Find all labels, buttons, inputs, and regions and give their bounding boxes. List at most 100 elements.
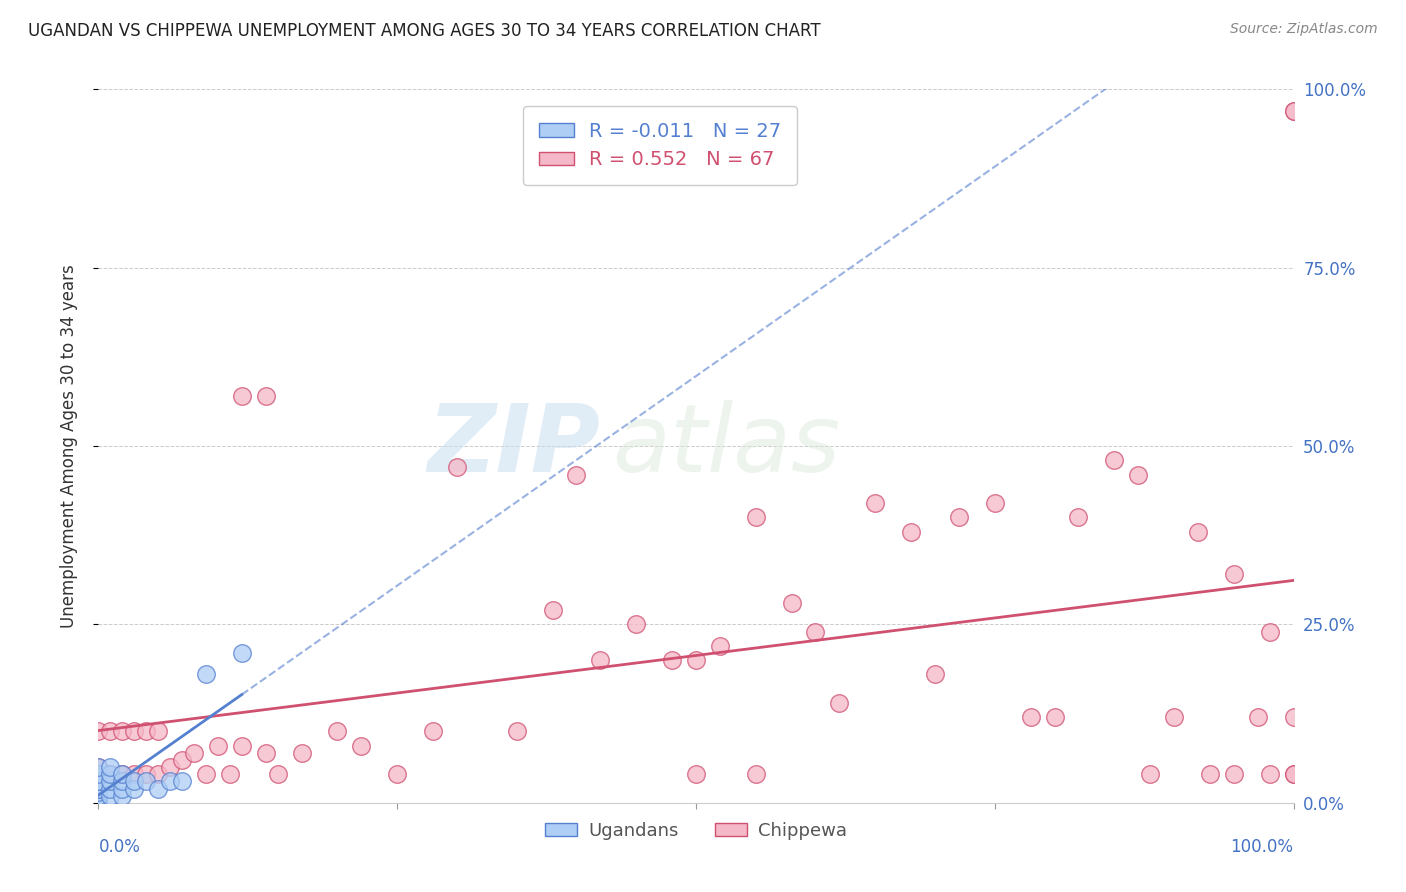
Point (1282, 103, 1305, 118)
Point (195, 767, 218, 781)
Point (172, 753, 194, 767)
Point (98, 767, 122, 781)
Point (111, 781, 134, 796)
Point (87, 760, 110, 774)
Text: 0.0%: 0.0% (98, 838, 141, 856)
Point (1043, 710, 1066, 724)
Point (1104, 453, 1126, 467)
Point (254, 389, 277, 403)
Point (1139, 767, 1161, 781)
Point (148, 781, 170, 796)
Point (172, 774, 194, 789)
Point (1282, 103, 1305, 118)
Point (1199, 767, 1222, 781)
Point (422, 724, 444, 739)
Text: 100.0%: 100.0% (1230, 838, 1294, 856)
Point (87, 760, 110, 774)
Point (111, 724, 134, 739)
Point (948, 510, 970, 524)
Point (1247, 710, 1270, 724)
Text: UGANDAN VS CHIPPEWA UNEMPLOYMENT AMONG AGES 30 TO 34 YEARS CORRELATION CHART: UGANDAN VS CHIPPEWA UNEMPLOYMENT AMONG A… (28, 22, 821, 40)
Point (1258, 767, 1281, 781)
Point (98, 781, 122, 796)
Point (111, 767, 134, 781)
Point (87, 789, 110, 803)
Point (1258, 624, 1281, 639)
Point (183, 746, 205, 760)
Point (124, 774, 146, 789)
Text: Source: ZipAtlas.com: Source: ZipAtlas.com (1230, 22, 1378, 37)
Point (865, 496, 887, 510)
Point (98, 767, 122, 781)
Point (219, 767, 242, 781)
Point (195, 667, 218, 681)
Point (231, 646, 253, 660)
Point (1128, 467, 1150, 482)
Point (87, 781, 110, 796)
Point (124, 781, 146, 796)
Point (350, 739, 373, 753)
Point (541, 603, 564, 617)
Point (135, 724, 157, 739)
Point (231, 739, 253, 753)
Point (828, 696, 851, 710)
Point (1282, 710, 1305, 724)
Point (87, 785, 110, 799)
Point (159, 774, 181, 789)
Point (231, 389, 253, 403)
Point (1019, 710, 1042, 724)
Point (1223, 767, 1246, 781)
Point (98, 789, 122, 803)
Point (135, 767, 157, 781)
Point (626, 617, 648, 632)
Point (506, 724, 529, 739)
Point (98, 724, 122, 739)
Point (159, 760, 181, 774)
Point (111, 767, 134, 781)
Point (87, 774, 110, 789)
Point (1187, 524, 1209, 539)
Point (98, 760, 122, 774)
Point (207, 739, 229, 753)
Point (385, 767, 409, 781)
Point (291, 746, 314, 760)
Point (124, 767, 146, 781)
Point (1067, 510, 1090, 524)
Point (804, 624, 827, 639)
Point (87, 796, 110, 810)
Point (254, 746, 277, 760)
Point (565, 467, 588, 482)
Point (1163, 710, 1185, 724)
Point (745, 510, 768, 524)
Point (111, 789, 134, 803)
Point (1282, 767, 1305, 781)
Point (900, 524, 922, 539)
Point (135, 774, 157, 789)
Point (87, 724, 110, 739)
Point (924, 667, 946, 681)
Point (685, 653, 707, 667)
Point (446, 460, 468, 475)
Point (111, 774, 134, 789)
Text: ZIP: ZIP (427, 400, 600, 492)
Point (1223, 567, 1246, 582)
Point (98, 774, 122, 789)
Point (661, 653, 683, 667)
Legend: Ugandans, Chippewa: Ugandans, Chippewa (537, 815, 855, 847)
Point (745, 767, 768, 781)
Point (984, 496, 1007, 510)
Point (87, 781, 110, 796)
Point (148, 767, 170, 781)
Y-axis label: Unemployment Among Ages 30 to 34 years: Unemployment Among Ages 30 to 34 years (59, 264, 77, 628)
Point (685, 767, 707, 781)
Point (124, 724, 146, 739)
Point (1282, 767, 1305, 781)
Point (780, 596, 803, 610)
Point (87, 774, 110, 789)
Point (267, 767, 290, 781)
Point (87, 767, 110, 781)
Text: atlas: atlas (613, 401, 841, 491)
Point (589, 653, 612, 667)
Point (87, 792, 110, 806)
Point (148, 724, 170, 739)
